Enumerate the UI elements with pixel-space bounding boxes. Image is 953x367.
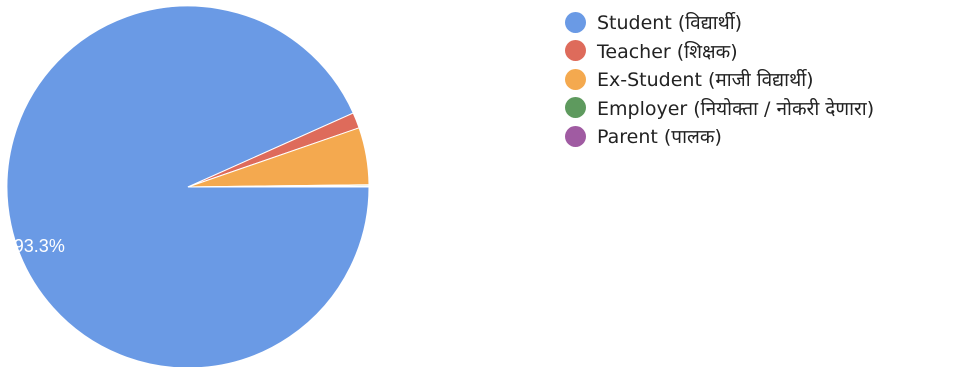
legend-item-student: Student (विद्यार्थी)	[565, 8, 874, 37]
legend-swatch-teacher	[565, 40, 586, 62]
legend-swatch-ex-student	[565, 68, 586, 90]
chart-legend: Student (विद्यार्थी) Teacher (शिक्षक) Ex…	[565, 8, 874, 151]
legend-label-employer: Employer (नियोक्ता / नोकरी देणारा)	[597, 97, 875, 120]
legend-item-teacher: Teacher (शिक्षक)	[565, 37, 874, 66]
legend-item-employer: Employer (नियोक्ता / नोकरी देणारा)	[565, 94, 874, 123]
legend-label-parent: Parent (पालक)	[597, 126, 722, 149]
legend-item-ex-student: Ex-Student (माजी विद्यार्थी)	[565, 65, 874, 94]
legend-swatch-student	[565, 11, 586, 33]
pie-data-label-0: 93.3%	[14, 236, 65, 256]
pie-slice-4	[187, 185, 370, 188]
legend-swatch-parent	[565, 125, 586, 147]
legend-swatch-employer	[565, 97, 586, 119]
legend-item-parent: Parent (पालक)	[565, 122, 874, 151]
legend-label-student: Student (विद्यार्थी)	[597, 12, 743, 35]
legend-label-teacher: Teacher (शिक्षक)	[597, 40, 738, 63]
legend-label-ex-student: Ex-Student (माजी विद्यार्थी)	[597, 69, 814, 92]
